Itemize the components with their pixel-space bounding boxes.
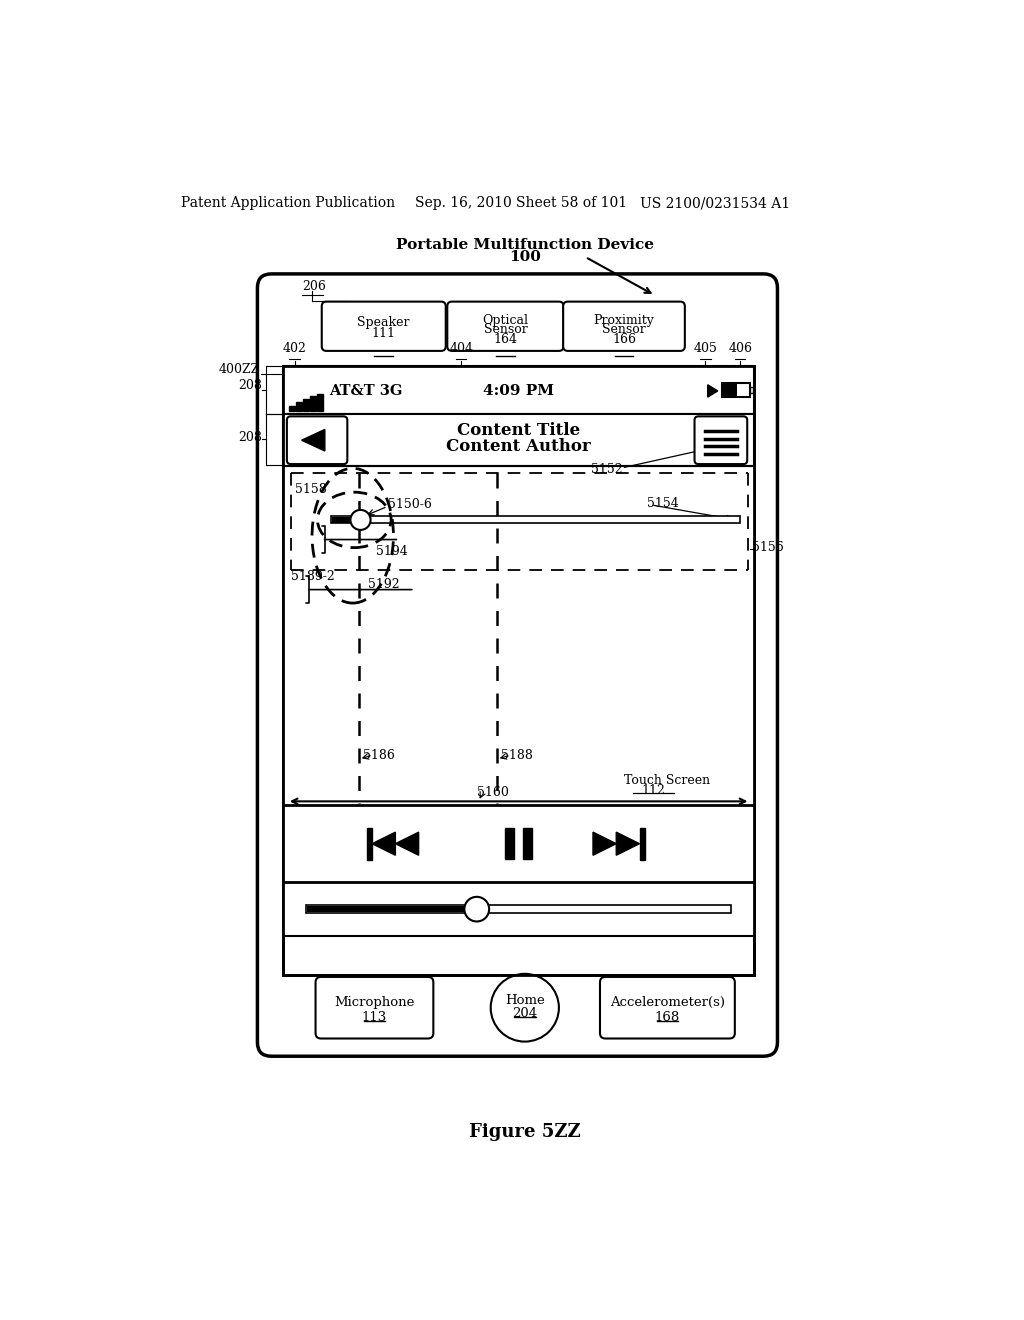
Text: 5152: 5152: [592, 463, 623, 477]
Text: Accelerometer(s): Accelerometer(s): [610, 995, 725, 1008]
Text: Portable Multifunction Device: Portable Multifunction Device: [396, 238, 653, 252]
FancyBboxPatch shape: [694, 416, 748, 465]
FancyBboxPatch shape: [600, 977, 735, 1039]
Bar: [289, 405, 295, 411]
Bar: [367, 828, 372, 859]
Polygon shape: [395, 832, 419, 855]
Text: 5154: 5154: [647, 496, 679, 510]
Bar: [506, 829, 514, 859]
Text: Patent Application Publication: Patent Application Publication: [180, 197, 395, 210]
Bar: [310, 396, 315, 411]
Bar: [283, 805, 755, 882]
Text: 164: 164: [494, 333, 517, 346]
Text: 204: 204: [512, 1007, 538, 1020]
Text: 166: 166: [612, 333, 636, 346]
Bar: [332, 517, 350, 523]
Bar: [283, 882, 755, 936]
FancyBboxPatch shape: [287, 416, 347, 465]
Text: 112: 112: [641, 784, 666, 797]
Text: 5150-6: 5150-6: [388, 499, 431, 511]
Text: 4:09 PM: 4:09 PM: [483, 384, 554, 397]
Bar: [523, 829, 531, 859]
Bar: [306, 906, 731, 913]
Polygon shape: [593, 832, 616, 855]
Text: Optical: Optical: [482, 314, 528, 326]
Text: Speaker: Speaker: [357, 315, 410, 329]
Text: 100: 100: [509, 249, 541, 264]
Text: 5194: 5194: [376, 545, 408, 557]
Bar: [317, 393, 323, 411]
Text: 400ZZ: 400ZZ: [218, 363, 260, 376]
Circle shape: [464, 896, 489, 921]
Text: US 2100/0231534 A1: US 2100/0231534 A1: [640, 197, 790, 210]
Bar: [640, 828, 645, 859]
Text: 208: 208: [239, 432, 262, 445]
Text: Sep. 16, 2010: Sep. 16, 2010: [415, 197, 512, 210]
Text: 206: 206: [302, 280, 327, 293]
FancyBboxPatch shape: [257, 275, 777, 1056]
Bar: [722, 383, 751, 397]
Bar: [307, 906, 477, 912]
Text: 406: 406: [728, 342, 753, 355]
Text: 5156: 5156: [752, 541, 783, 554]
Text: Microphone: Microphone: [334, 995, 415, 1008]
Text: 5158: 5158: [295, 483, 327, 496]
Text: 168: 168: [654, 1011, 680, 1024]
Text: 5186: 5186: [362, 748, 394, 762]
Text: 5160: 5160: [477, 785, 509, 799]
Text: 113: 113: [361, 1011, 387, 1024]
FancyBboxPatch shape: [563, 302, 685, 351]
Polygon shape: [616, 832, 640, 855]
Text: Sensor: Sensor: [483, 323, 527, 335]
Text: 405: 405: [693, 342, 718, 355]
Bar: [751, 387, 754, 393]
Bar: [283, 466, 755, 805]
Polygon shape: [372, 832, 395, 855]
Text: 5189-2: 5189-2: [291, 570, 335, 583]
Bar: [283, 414, 755, 466]
FancyBboxPatch shape: [322, 302, 445, 351]
Text: Sheet 58 of 101: Sheet 58 of 101: [515, 197, 627, 210]
Text: AT&T 3G: AT&T 3G: [330, 384, 402, 397]
Bar: [283, 367, 755, 414]
Circle shape: [350, 510, 371, 529]
Text: Sensor: Sensor: [602, 323, 646, 335]
Polygon shape: [708, 385, 718, 397]
Bar: [303, 400, 308, 411]
Bar: [283, 367, 755, 974]
Text: 208: 208: [239, 379, 262, 392]
Text: Proximity: Proximity: [594, 314, 654, 326]
FancyBboxPatch shape: [315, 977, 433, 1039]
Text: Home: Home: [505, 994, 545, 1007]
Bar: [296, 403, 302, 411]
Polygon shape: [302, 429, 325, 451]
Text: Touch Screen: Touch Screen: [624, 774, 710, 787]
Bar: [723, 384, 737, 396]
Bar: [283, 367, 755, 974]
Text: Content Title: Content Title: [457, 422, 581, 440]
Bar: [331, 516, 740, 524]
Text: 5192: 5192: [369, 578, 400, 591]
Text: Content Author: Content Author: [446, 438, 591, 455]
Text: 5188: 5188: [501, 748, 532, 762]
FancyBboxPatch shape: [447, 302, 563, 351]
Circle shape: [490, 974, 559, 1041]
Text: 111: 111: [372, 327, 395, 341]
Text: Figure 5ZZ: Figure 5ZZ: [469, 1123, 581, 1142]
Text: 404: 404: [450, 342, 473, 355]
Text: 402: 402: [283, 342, 306, 355]
